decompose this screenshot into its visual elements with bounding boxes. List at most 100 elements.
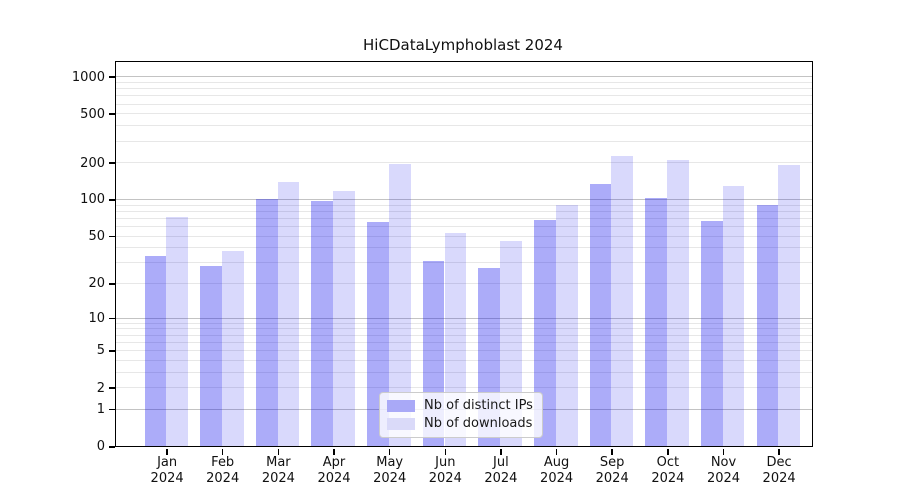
bar-distinct-ips-jan	[144, 255, 167, 446]
y-tick-label: 0	[96, 439, 105, 455]
x-tick-year: 2024	[261, 471, 295, 486]
plot-area	[115, 61, 813, 447]
x-tick-label-jul: Jul 2024	[473, 455, 529, 487]
x-tick-label-nov: Nov 2024	[696, 455, 752, 487]
gridline-minor	[116, 103, 812, 105]
y-tick-mark	[109, 350, 115, 352]
y-tick-label: 20	[88, 276, 105, 292]
y-tick-label: 500	[80, 106, 105, 122]
y-tick-label: 100	[80, 192, 105, 208]
y-tick-mark	[109, 408, 115, 411]
x-tick-mark	[555, 448, 558, 455]
x-tick-mark	[388, 448, 391, 455]
bar-downloads-dec	[778, 164, 801, 446]
y-tick-mark	[109, 113, 115, 115]
gridline-minor	[116, 217, 812, 219]
y-tick-mark	[109, 387, 115, 389]
y-tick-label: 1	[96, 402, 105, 418]
bar-downloads-feb	[221, 251, 244, 446]
y-tick-mark	[109, 235, 115, 238]
gridline-minor	[116, 341, 812, 343]
x-tick-mark	[221, 448, 224, 455]
x-tick-mark	[166, 448, 168, 455]
bar-downloads-jan	[166, 217, 189, 446]
gridline-minor	[116, 283, 812, 285]
legend-label-downloads: Nb of downloads	[424, 416, 533, 431]
gridline-minor	[116, 334, 812, 336]
gridline-minor	[116, 226, 812, 227]
gridline-minor	[116, 113, 812, 115]
legend-swatch-distinct-ips	[387, 400, 415, 412]
x-tick-year: 2024	[317, 471, 351, 486]
gridline-major	[116, 317, 812, 319]
x-tick-mark	[611, 448, 613, 455]
x-tick-label-jan: Jan 2024	[139, 455, 195, 487]
gridline-major	[116, 199, 812, 201]
legend-item-downloads: Nb of downloads	[380, 417, 542, 431]
x-tick-year: 2024	[706, 471, 741, 486]
y-tick-mark	[109, 283, 115, 285]
x-tick-mark	[277, 448, 280, 455]
y-tick-label: 200	[80, 155, 105, 171]
gridline-minor	[116, 162, 812, 164]
x-tick-year: 2024	[484, 471, 518, 486]
x-tick-year: 2024	[373, 471, 407, 486]
x-tick-mark	[444, 448, 447, 455]
x-tick-mark	[778, 448, 780, 455]
gridline-minor	[116, 387, 812, 389]
y-tick-mark	[109, 446, 115, 448]
x-tick-year: 2024	[651, 471, 685, 486]
x-tick-year: 2024	[150, 471, 184, 486]
bar-downloads-aug	[555, 204, 578, 446]
x-tick-year: 2024	[595, 471, 629, 486]
chart-title: HiCDataLymphoblast 2024	[363, 36, 563, 54]
gridline-minor	[116, 125, 812, 127]
gridline-minor	[116, 82, 812, 83]
y-tick-mark	[109, 199, 115, 201]
y-tick-label: 10	[88, 311, 105, 326]
y-tick-label: 1000	[71, 69, 105, 85]
gridline-minor	[116, 359, 812, 361]
x-tick-year: 2024	[206, 471, 240, 486]
gridline-minor	[116, 235, 812, 237]
gridline-minor	[116, 140, 812, 142]
bar-distinct-ips-nov	[700, 221, 723, 446]
legend: Nb of distinct IPs Nb of downloads	[379, 392, 543, 438]
y-tick-mark	[109, 76, 115, 78]
x-tick-year: 2024	[428, 471, 462, 486]
x-tick-label-oct: Oct 2024	[640, 455, 696, 487]
gridline-minor	[116, 204, 812, 206]
gridline-minor	[116, 350, 812, 352]
y-tick-label: 2	[96, 380, 105, 396]
legend-label-distinct-ips: Nb of distinct IPs	[424, 398, 533, 413]
bar-distinct-ips-aug	[534, 220, 556, 446]
bar-distinct-ips-may	[367, 221, 389, 446]
gridline-minor	[116, 247, 812, 249]
x-tick-label-feb: Feb 2024	[195, 455, 251, 487]
bar-distinct-ips-apr	[311, 200, 334, 446]
gridline-minor	[116, 322, 812, 324]
bar-distinct-ips-dec	[756, 205, 779, 446]
legend-swatch-downloads	[387, 418, 415, 430]
y-tick-label: 50	[88, 228, 105, 244]
bar-downloads-may	[388, 164, 411, 446]
legend-item-distinct-ips: Nb of distinct IPs	[380, 399, 542, 413]
x-tick-label-sep: Sep 2024	[584, 455, 640, 487]
bar-downloads-oct	[667, 160, 689, 446]
gridline-minor	[116, 262, 812, 264]
bar-downloads-nov	[722, 186, 745, 446]
bar-downloads-apr	[333, 190, 355, 446]
gridline-major	[116, 76, 812, 78]
gridline-minor	[116, 88, 812, 90]
x-tick-year: 2024	[540, 471, 574, 486]
bar-distinct-ips-mar	[255, 198, 278, 446]
x-tick-label-may: May 2024	[362, 455, 418, 487]
gridline-minor	[116, 328, 812, 330]
bar-downloads-mar	[277, 181, 300, 446]
x-tick-year: 2024	[762, 471, 796, 486]
y-tick-mark	[109, 162, 115, 164]
x-tick-mark	[333, 448, 335, 455]
x-tick-mark	[667, 448, 669, 455]
x-tick-label-dec: Dec 2024	[751, 455, 807, 487]
